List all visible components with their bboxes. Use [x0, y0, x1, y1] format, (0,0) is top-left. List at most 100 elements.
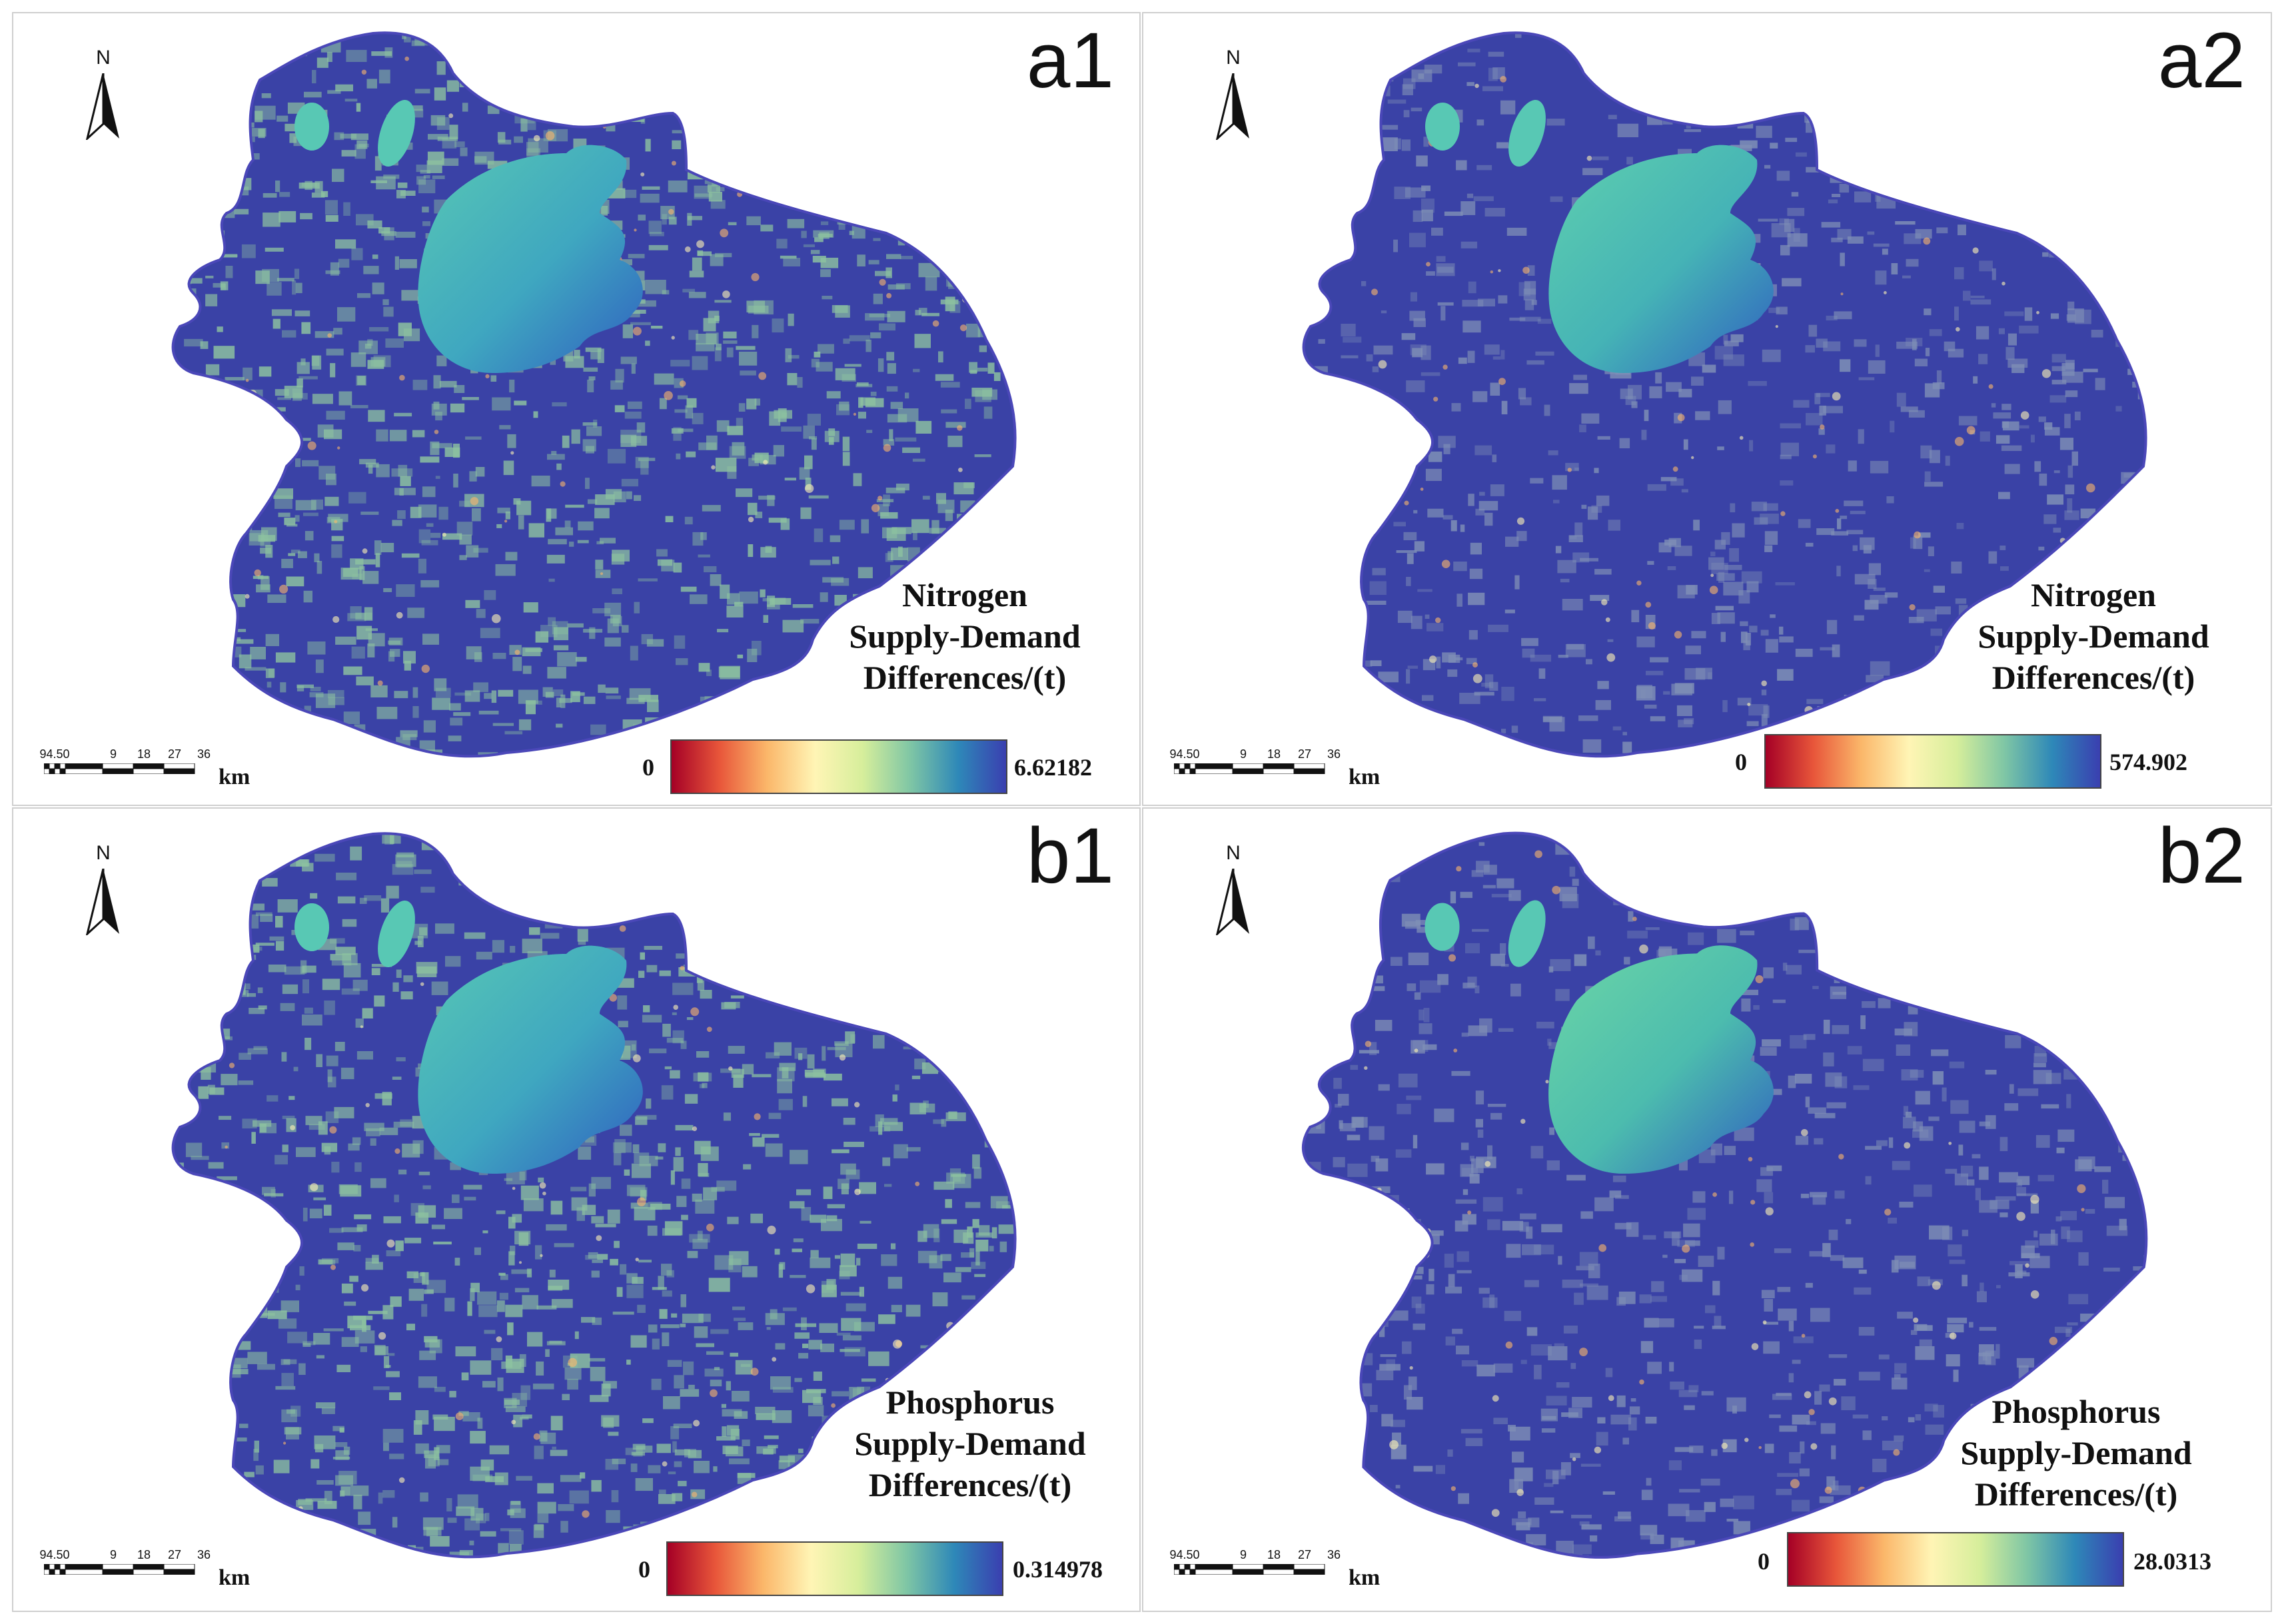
- raster-cell: [1731, 61, 1753, 67]
- raster-cell: [712, 839, 726, 847]
- raster-cell: [2068, 969, 2081, 982]
- raster-cell: [295, 458, 301, 468]
- raster-cell: [736, 346, 756, 350]
- raster-cell: [714, 315, 720, 321]
- raster-cell: [412, 430, 425, 438]
- raster-cell: [2025, 875, 2033, 883]
- raster-cell: [748, 544, 754, 558]
- raster-cell: [530, 98, 551, 103]
- raster-cell: [2017, 1088, 2039, 1096]
- raster-cell: [885, 972, 903, 986]
- raster-cell: [1555, 546, 1562, 554]
- raster-cell: [687, 722, 704, 734]
- raster-cell: [1912, 182, 1924, 197]
- raster-cell: [532, 1384, 554, 1390]
- raster-cell: [1763, 1341, 1780, 1354]
- raster-cell: [2082, 546, 2095, 558]
- raster-cell: [870, 332, 881, 338]
- raster-cell: [1660, 477, 1677, 482]
- raster-cell: [187, 907, 207, 912]
- raster-cell: [1832, 194, 1841, 197]
- raster-cell: [1919, 1339, 1932, 1347]
- raster-cell: [1746, 581, 1759, 593]
- raster-cell: [632, 1443, 646, 1450]
- raster-cell: [1361, 40, 1374, 46]
- scale-segment: [1293, 768, 1325, 774]
- raster-cell: [331, 536, 344, 542]
- raster-cell: [826, 391, 841, 399]
- raster-cell: [672, 1493, 683, 1501]
- raster-cell: [834, 1255, 841, 1259]
- raster-cell: [371, 51, 392, 56]
- raster-cell: [585, 478, 590, 490]
- raster-cell: [948, 1111, 957, 1119]
- raster-cell: [792, 1248, 802, 1252]
- raster-cell: [277, 278, 294, 282]
- raster-cell: [1484, 512, 1493, 526]
- raster-cell: [1322, 917, 1343, 928]
- scale-segment: [1184, 768, 1191, 774]
- raster-cell: [1512, 1451, 1524, 1463]
- raster-cell: [1498, 1028, 1514, 1032]
- raster-cell: [1896, 341, 1918, 349]
- raster-cell: [2131, 154, 2145, 168]
- raster-cell: [251, 1496, 259, 1507]
- raster-cell: [204, 205, 221, 213]
- raster-cell: [335, 1475, 353, 1486]
- raster-cell: [207, 172, 226, 185]
- raster-cell: [206, 383, 227, 396]
- raster-cell: [1840, 359, 1851, 372]
- raster-cell: [2120, 1037, 2135, 1044]
- raster-cell: [810, 560, 831, 566]
- raster-cell: [1421, 345, 1431, 360]
- raster-cell: [343, 963, 361, 978]
- raster-cell: [1642, 1235, 1656, 1240]
- raster-cell: [1644, 704, 1657, 709]
- raster-cell: [219, 1116, 232, 1120]
- raster-cell: [424, 1450, 439, 1458]
- raster-cell: [647, 699, 659, 712]
- raster-cell: [173, 1522, 183, 1536]
- raster-cell: [1466, 82, 1474, 87]
- raster-cell: [918, 262, 940, 278]
- raster-cell: [217, 645, 223, 653]
- raster-cell: [1865, 1146, 1882, 1150]
- raster-cell: [398, 1169, 407, 1175]
- raster-cell: [224, 963, 242, 969]
- scale-segment: [65, 1564, 103, 1570]
- raster-cell: [422, 206, 429, 212]
- raster-cell: [905, 1304, 921, 1317]
- raster-cell: [400, 991, 413, 1000]
- scale-segment: [163, 768, 195, 774]
- raster-cell: [1436, 656, 1441, 669]
- raster-cell: [244, 1471, 255, 1477]
- raster-cell: [1828, 199, 1838, 204]
- raster-cell: [857, 412, 866, 419]
- raster-cell: [194, 1178, 207, 1192]
- raster-cell: [220, 253, 238, 258]
- raster-cell: [875, 1527, 884, 1541]
- raster-cell: [624, 1040, 637, 1051]
- raster-cell: [1647, 484, 1666, 491]
- raster-cell: [642, 1418, 654, 1423]
- raster-cell: [1017, 1250, 1025, 1260]
- raster-cell: [1985, 1070, 1997, 1075]
- raster-highlight: [2001, 281, 2005, 286]
- raster-cell: [742, 1439, 750, 1446]
- raster-cell: [311, 193, 325, 198]
- raster-cell: [1947, 1324, 1964, 1333]
- raster-cell: [193, 544, 200, 549]
- raster-highlight: [692, 1126, 698, 1132]
- raster-cell: [1321, 865, 1329, 879]
- raster-cell: [1779, 218, 1789, 225]
- raster-cell: [727, 118, 732, 127]
- raster-cell: [504, 1400, 520, 1405]
- scale-tick-label: 94.50: [1169, 747, 1200, 761]
- raster-cell: [2127, 79, 2137, 86]
- raster-cell: [376, 429, 388, 442]
- raster-cell: [760, 224, 774, 232]
- raster-cell: [680, 1294, 686, 1308]
- raster-cell: [999, 1241, 1007, 1252]
- raster-cell: [189, 1467, 206, 1475]
- raster-cell: [703, 833, 708, 843]
